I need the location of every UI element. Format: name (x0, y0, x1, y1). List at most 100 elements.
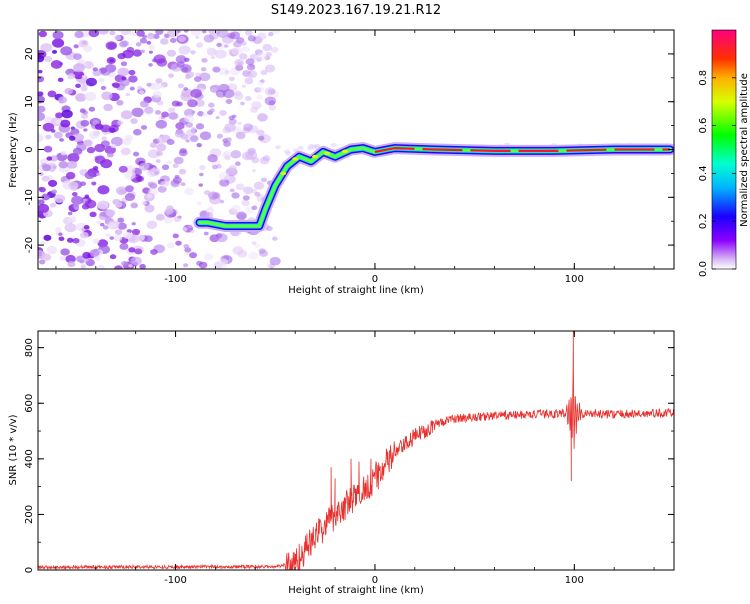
noise-blob (125, 165, 136, 173)
noise-blob (209, 30, 220, 35)
colorbar-tick-label: 0.8 (698, 70, 709, 86)
noise-blob (176, 101, 183, 107)
noise-blob (240, 101, 245, 106)
noise-blob (94, 155, 106, 164)
noise-blob (143, 106, 154, 115)
noise-blob (172, 233, 179, 239)
noise-blob (206, 47, 212, 51)
noise-blob (94, 123, 104, 130)
snr-x-axis-label: Height of straight line (km) (288, 585, 424, 596)
noise-blob (266, 263, 272, 268)
noise-blob (148, 63, 153, 67)
noise-blob (60, 150, 67, 156)
noise-blob (212, 66, 221, 73)
noise-blob (260, 79, 265, 83)
snr-y-tick-label: 200 (24, 505, 35, 524)
noise-blob (121, 260, 129, 267)
noise-blob (136, 113, 142, 118)
noise-blob (117, 120, 124, 126)
snr-y-tick-label: 800 (24, 338, 35, 357)
noise-blob (107, 222, 117, 229)
noise-blob (151, 83, 161, 91)
noise-blob (149, 182, 158, 190)
noise-blob (97, 30, 109, 35)
noise-blob (46, 156, 53, 161)
noise-blob (257, 135, 265, 141)
noise-blob (141, 200, 147, 206)
snr-series (38, 331, 674, 570)
noise-blob (130, 31, 137, 37)
noise-blob (183, 252, 189, 256)
noise-blob (65, 254, 76, 264)
noise-blob (244, 30, 253, 36)
noise-blob (124, 170, 136, 180)
noise-blob (264, 96, 277, 106)
noise-blob (55, 227, 62, 233)
noise-blob (199, 165, 206, 171)
noise-blob (99, 222, 105, 227)
noise-blob (196, 143, 202, 148)
noise-blob (75, 93, 87, 102)
noise-blob (38, 199, 45, 205)
noise-blob (269, 256, 281, 266)
noise-blob (146, 194, 153, 199)
noise-blob (105, 41, 118, 50)
noise-blob (231, 114, 237, 119)
noise-blob (119, 243, 129, 250)
noise-blob (155, 213, 165, 221)
noise-blob (55, 112, 63, 119)
noise-blob (242, 151, 254, 161)
noise-blob (97, 185, 110, 195)
noise-blob (74, 30, 84, 39)
noise-blob (243, 186, 254, 195)
noise-blob (166, 49, 177, 57)
noise-blob (75, 83, 81, 89)
track-peak (324, 151, 331, 156)
noise-blob (135, 42, 142, 47)
noise-blob (92, 238, 100, 244)
noise-blob (216, 233, 228, 243)
spectrogram-x-tick-label: 0 (372, 274, 378, 285)
noise-blob (138, 162, 150, 171)
noise-blob (80, 119, 90, 127)
noise-blob (140, 125, 148, 130)
noise-blob (243, 123, 254, 132)
snr-x-tick-label: -100 (164, 575, 187, 586)
noise-blob (124, 193, 136, 202)
noise-blob (265, 225, 273, 232)
noise-blob (130, 118, 138, 124)
noise-blob (83, 128, 88, 132)
noise-blob (241, 199, 250, 207)
noise-blob (161, 164, 170, 171)
noise-blob (120, 110, 133, 120)
noise-blob (109, 236, 115, 240)
noise-blob (189, 230, 195, 234)
noise-blob (84, 91, 97, 102)
spectrogram-y-tick-label: 20 (24, 48, 35, 61)
noise-blob (73, 63, 86, 73)
snr-y-tick-label: 0 (24, 567, 35, 573)
noise-blob (66, 237, 74, 243)
noise-blob (241, 41, 247, 46)
noise-blob (132, 49, 143, 57)
noise-blob (224, 155, 231, 161)
snr-x-tick-label: 0 (372, 575, 378, 586)
noise-blob (38, 112, 46, 122)
noise-blob (125, 92, 131, 97)
noise-blob (88, 106, 96, 112)
noise-blob (82, 251, 92, 259)
noise-blob (47, 179, 58, 187)
noise-blob (49, 168, 55, 173)
noise-blob (248, 251, 259, 260)
noise-blob (187, 224, 193, 229)
noise-blob (131, 107, 144, 117)
noise-blob (92, 67, 98, 72)
noise-blob (44, 134, 52, 140)
noise-blob (103, 103, 113, 112)
noise-blob (131, 228, 141, 236)
noise-blob (148, 167, 161, 176)
noise-blob (330, 142, 337, 147)
noise-blob (80, 85, 88, 92)
